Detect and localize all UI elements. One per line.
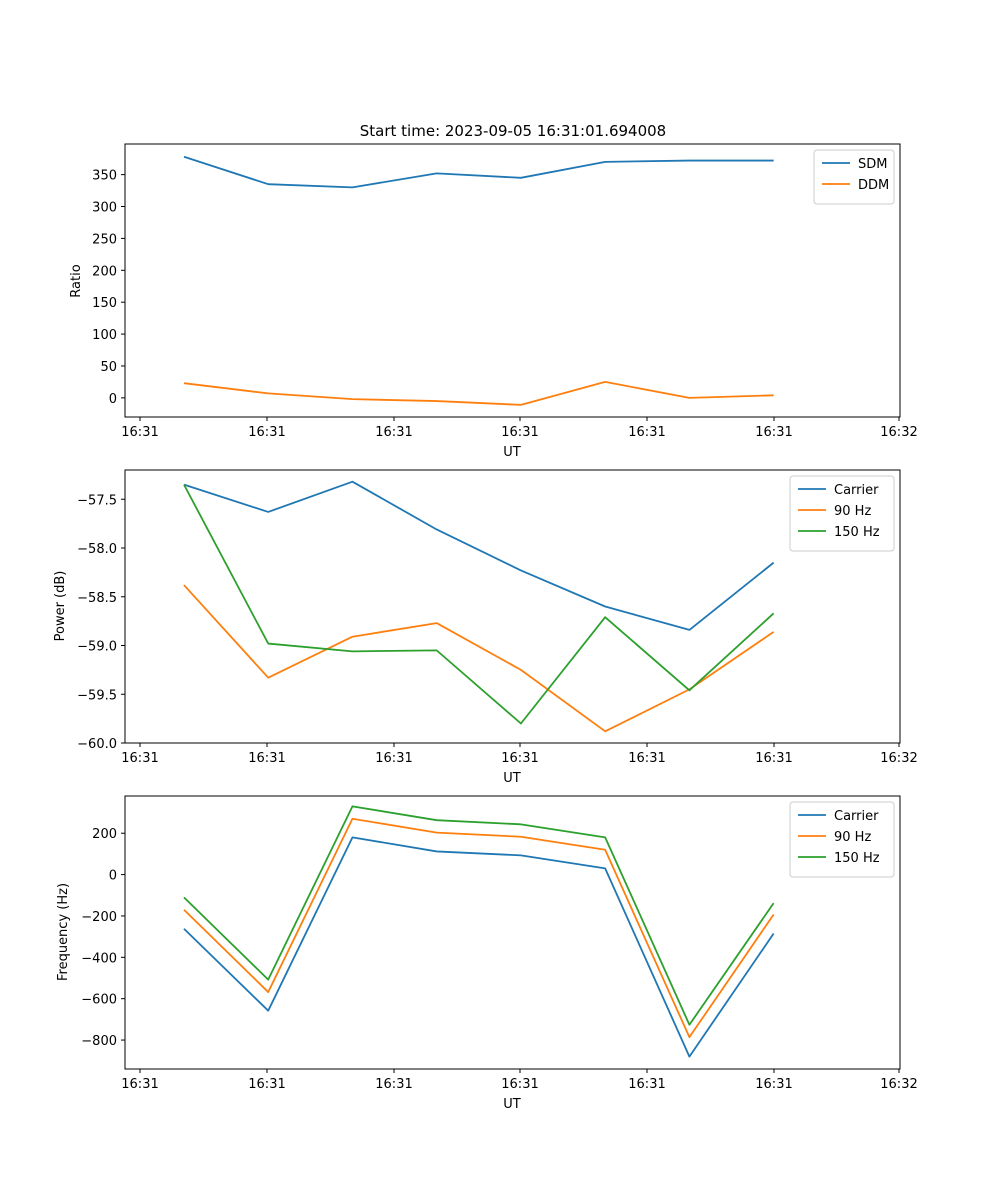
y-tick-label: 0 — [109, 392, 117, 407]
x-tick-label: 16:31 — [628, 1077, 665, 1092]
y-tick-label: 100 — [92, 328, 117, 343]
x-tick-label: 16:31 — [375, 1077, 412, 1092]
y-tick-label: −59.0 — [77, 640, 117, 655]
series-line-150-hz — [183, 484, 775, 725]
y-tick-label: 0 — [109, 869, 117, 884]
legend-label: 150 Hz — [834, 525, 880, 540]
x-tick-label: 16:31 — [755, 751, 792, 766]
legend-label: 90 Hz — [834, 504, 871, 519]
y-tick-label: 50 — [100, 360, 117, 375]
x-tick-label: 16:31 — [755, 1077, 792, 1092]
legend-label: Carrier — [834, 483, 879, 498]
x-tick-label: 16:31 — [121, 1077, 158, 1092]
series-line-150-hz — [183, 805, 775, 1026]
chart-title: Start time: 2023-09-05 16:31:01.694008 — [360, 122, 666, 140]
legend-label: DDM — [858, 178, 889, 193]
x-axis-label: UT — [503, 771, 521, 786]
series-line-90-hz — [183, 817, 775, 1039]
x-tick-label: 16:32 — [880, 1077, 917, 1092]
x-tick-label: 16:31 — [375, 751, 412, 766]
y-tick-label: −200 — [81, 910, 117, 925]
y-axis-label: Power (dB) — [53, 571, 68, 642]
x-tick-label: 16:31 — [375, 425, 412, 440]
y-tick-label: −58.5 — [77, 591, 117, 606]
x-axis-label: UT — [503, 1097, 521, 1112]
legend: Carrier 90 Hz 150 Hz — [789, 801, 895, 878]
x-tick-label: 16:31 — [628, 751, 665, 766]
y-tick-label: 300 — [92, 201, 117, 216]
y-tick-label: 200 — [92, 827, 117, 842]
x-tick-label: 16:31 — [121, 751, 158, 766]
frequency-panel: Frequency (Hz) UT 16:31 16:31 16:31 16:31 16… — [56, 795, 918, 1112]
y-axis-label: Frequency (Hz) — [56, 883, 71, 981]
legend-label: Carrier — [834, 809, 879, 824]
y-tick-label: −58.0 — [77, 542, 117, 557]
y-tick-label: −800 — [81, 1034, 117, 1049]
power-panel: Power (dB) UT 16:31 16:31 16:31 16:31 16:31 1… — [53, 469, 918, 786]
x-tick-label: 16:31 — [501, 425, 538, 440]
x-tick-label: 16:31 — [248, 425, 285, 440]
series-line-sdm — [183, 155, 774, 189]
y-tick-label: −57.5 — [77, 493, 117, 508]
axes-frame — [124, 795, 901, 1070]
x-tick-label: 16:31 — [501, 1077, 538, 1092]
y-tick-label: 150 — [92, 296, 117, 311]
x-axis-label: UT — [503, 445, 521, 460]
x-tick-label: 16:31 — [755, 425, 792, 440]
axes-frame — [124, 469, 901, 744]
y-tick-label: −400 — [81, 951, 117, 966]
x-tick-label: 16:31 — [121, 425, 158, 440]
legend: Carrier 90 Hz 150 Hz — [789, 475, 895, 552]
x-tick-label: 16:32 — [880, 425, 917, 440]
y-tick-label: −60.0 — [77, 737, 117, 752]
y-tick-label: −59.5 — [77, 688, 117, 703]
x-tick-label: 16:31 — [248, 751, 285, 766]
legend: SDM DDM — [813, 149, 895, 205]
legend-label: 150 Hz — [834, 851, 880, 866]
series-line-90-hz — [183, 584, 775, 733]
axes-frame — [124, 143, 901, 418]
y-tick-label: 200 — [92, 264, 117, 279]
series-line-ddm — [183, 381, 774, 406]
y-tick-label: 250 — [92, 232, 117, 247]
x-tick-label: 16:31 — [628, 425, 665, 440]
legend-label: 90 Hz — [834, 830, 871, 845]
x-tick-label: 16:31 — [248, 1077, 285, 1092]
x-tick-label: 16:32 — [880, 751, 917, 766]
series-line-carrier — [183, 480, 775, 631]
y-tick-label: −600 — [81, 993, 117, 1008]
legend-label: SDM — [858, 157, 887, 172]
ratio-panel: Start time: 2023-09-05 16:31:01.694008 R… — [69, 122, 918, 460]
x-tick-label: 16:31 — [501, 751, 538, 766]
series-line-carrier — [183, 836, 775, 1058]
y-axis-label: Ratio — [69, 264, 84, 297]
y-tick-label: 350 — [92, 169, 117, 184]
